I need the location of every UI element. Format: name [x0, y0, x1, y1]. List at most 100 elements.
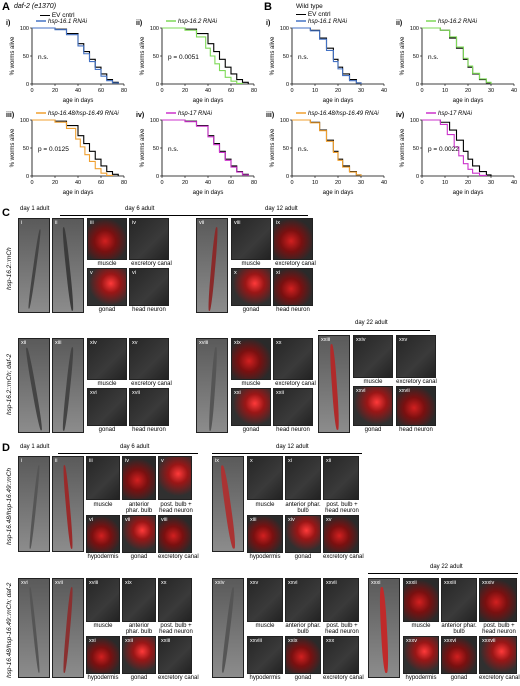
- x-tick-label: 0: [420, 180, 423, 186]
- c-micrograph-xxvi: xxvi: [353, 386, 393, 426]
- x-tick-label: 30: [488, 180, 494, 186]
- x-axis-label: age in days: [193, 190, 224, 196]
- d-micrograph-xxxv: xxxv: [403, 636, 439, 674]
- d-micrograph-xxiv: xxiv: [212, 578, 244, 678]
- x-tick-label: 30: [358, 88, 364, 94]
- c-micrograph-xvii: xvii: [129, 388, 169, 426]
- c-micrograph-xxi: xxi: [231, 388, 271, 426]
- c-cap-gonad-2: gonad: [242, 307, 260, 313]
- c-micrograph-xxv: xxv: [396, 335, 436, 378]
- d-micrograph-xi: xi: [285, 456, 321, 500]
- panel-a-legend-ctrl-label: EV cntrl: [51, 12, 75, 19]
- d-cap-ant-2: anterior phar. bulb: [285, 502, 321, 514]
- y-tick-label: 100: [20, 118, 29, 124]
- c-cap-head-4: head neuron: [276, 427, 310, 433]
- d-micrograph-iii: iii: [86, 456, 120, 500]
- d-cap-muscle-2: muscle: [255, 502, 275, 508]
- y-axis-label: % worms alive: [140, 128, 146, 167]
- d-cap-muscle-3: muscle: [93, 623, 113, 629]
- d-cap-hypo-1: hypodermis: [87, 554, 119, 560]
- y-tick-label: 100: [410, 26, 419, 32]
- c-cap-head-5: head neuron: [399, 427, 433, 433]
- d-micrograph-xxiii: xxiii: [158, 636, 192, 674]
- d-micrograph-xxi: xxi: [86, 636, 120, 674]
- x-tick-label: 40: [511, 88, 517, 94]
- d-micrograph-xxviii: xxviii: [247, 636, 283, 674]
- d-cap-hypo-5: hypodermis: [405, 675, 437, 681]
- d-cap-post-5: post. bulb + head neuron: [482, 623, 516, 635]
- c-day6-label: day 6 adult: [125, 206, 155, 212]
- d-cap-muscle-5: muscle: [411, 623, 431, 629]
- y-tick-label: 100: [20, 26, 29, 32]
- x-axis-label: age in days: [453, 98, 484, 104]
- d-cap-gonad-2: gonad: [294, 554, 312, 560]
- y-axis-label: % worms alive: [140, 36, 146, 75]
- c-micrograph-xix: xix: [231, 338, 271, 380]
- y-tick-label: 50: [283, 146, 289, 152]
- d-day22-label: day 22 adult: [430, 564, 463, 570]
- d-micrograph-xv: xv: [323, 515, 359, 553]
- x-tick-label: 20: [52, 88, 58, 94]
- d-micrograph-xxxvi: xxxvi: [441, 636, 477, 674]
- d-cap-hypo-4: hypodermis: [249, 675, 281, 681]
- x-tick-label: 60: [98, 180, 104, 186]
- x-tick-label: 10: [442, 88, 448, 94]
- panel-c-letter: C: [2, 207, 10, 219]
- panel-a-legend-ctrl: EV cntrl: [40, 12, 75, 19]
- c-cap-excretory-4: excretory canal: [275, 381, 316, 387]
- legend-label: hsp-16.2 RNAi: [438, 19, 478, 25]
- y-axis-label: % worms alive: [10, 36, 16, 75]
- d-micrograph-iv: iv: [122, 456, 156, 500]
- c-micrograph-ii: ii: [52, 218, 84, 313]
- c-micrograph-xviii: xviii: [196, 338, 228, 433]
- x-tick-label: 0: [160, 88, 163, 94]
- d-cap-hypo-3: hypodermis: [87, 675, 119, 681]
- series-line-rnai: [422, 27, 492, 84]
- c-cap-excretory-1: excretory canal: [131, 261, 172, 267]
- d-micrograph-xvii: xvii: [52, 578, 84, 678]
- d-cap-muscle-4: muscle: [255, 623, 275, 629]
- d-cap-gonad-3: gonad: [130, 675, 148, 681]
- c-micrograph-i: i: [18, 218, 50, 313]
- d-micrograph-xxxvii: xxxvii: [479, 636, 517, 674]
- panel-a-header: daf-2 (e1370): [14, 3, 57, 10]
- c-cap-excretory-2: excretory canal: [275, 261, 316, 267]
- chart-roman-label: i): [6, 20, 10, 27]
- d-cap-excretory-1: excretory canal: [158, 554, 199, 560]
- d-micrograph-ii: ii: [52, 456, 84, 552]
- d-cap-ant-5: anterior phar. bulb: [441, 623, 477, 635]
- d-micrograph-vi: vi: [86, 515, 120, 553]
- c-cap-gonad-5: gonad: [364, 427, 382, 433]
- d-micrograph-xii: xii: [323, 456, 359, 500]
- y-axis-label: % worms alive: [400, 128, 406, 167]
- d-cap-excretory-2: excretory canal: [323, 554, 364, 560]
- survival-chart-panelA-4: iv) hsp-17 RNAi 0 20 40 60 80 0 50 100 age in days…: [136, 111, 257, 196]
- c-cap-gonad-3: gonad: [98, 427, 116, 433]
- d-micrograph-xiv: xiv: [285, 515, 321, 553]
- x-tick-label: 30: [358, 180, 364, 186]
- d-cap-post-2: post. bulb + head neuron: [325, 502, 359, 514]
- d-cap-gonad-1: gonad: [130, 554, 148, 560]
- chart-roman-label: iii): [266, 112, 274, 119]
- c-micrograph-xiii: xiii: [52, 338, 84, 433]
- series-line-rnai: [422, 119, 487, 176]
- x-tick-label: 60: [228, 88, 234, 94]
- d-micrograph-xvi: xvi: [18, 578, 50, 678]
- stat-label: n.s.: [298, 146, 309, 153]
- series-line-ev-cntrl: [292, 27, 362, 84]
- chart-roman-label: iii): [6, 112, 14, 119]
- d-day12-bar: [212, 453, 362, 454]
- x-tick-label: 20: [335, 88, 341, 94]
- c-micrograph-xii: xii: [18, 338, 50, 433]
- series-line-rnai: [32, 27, 119, 84]
- c-micrograph-x: x: [231, 268, 271, 306]
- c-micrograph-vi: vi: [129, 268, 169, 306]
- x-axis-label: age in days: [63, 98, 94, 104]
- x-tick-label: 20: [182, 180, 188, 186]
- c-micrograph-xi: xi: [273, 268, 313, 306]
- c-cap-gonad-4: gonad: [242, 427, 260, 433]
- x-tick-label: 0: [290, 88, 293, 94]
- stat-label: n.s.: [38, 54, 49, 61]
- y-tick-label: 0: [286, 174, 289, 180]
- d-micrograph-i: i: [18, 456, 50, 552]
